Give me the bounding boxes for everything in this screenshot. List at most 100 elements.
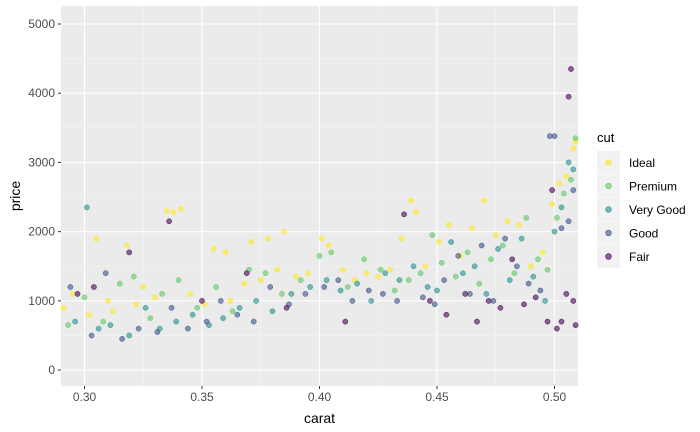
data-point-good: [67, 284, 74, 290]
data-point-good: [478, 242, 485, 249]
data-point-premium: [429, 232, 436, 238]
data-point-ideal: [481, 197, 487, 204]
data-point-very-good: [471, 263, 478, 270]
data-point-good: [380, 291, 386, 297]
data-point-premium: [316, 253, 323, 259]
legend-label-fair: Fair: [629, 250, 650, 264]
data-point-premium: [561, 190, 567, 197]
data-point-fair: [166, 218, 172, 225]
data-point-good: [441, 277, 447, 283]
data-point-premium: [511, 270, 518, 277]
legend-swatch-good: [605, 229, 612, 237]
data-point-fair: [572, 322, 579, 328]
major-gridlines: [61, 6, 578, 386]
data-point-good: [102, 270, 109, 277]
data-point-ideal: [170, 209, 177, 216]
data-point-fair: [485, 298, 492, 304]
data-point-ideal: [563, 173, 570, 180]
data-point-premium: [65, 322, 71, 328]
data-point-good: [365, 287, 372, 294]
data-point-very-good: [424, 284, 431, 290]
data-point-premium: [488, 256, 494, 263]
data-point-good: [185, 325, 191, 332]
data-point-premium: [572, 135, 579, 142]
data-point-fair: [532, 294, 539, 301]
data-point-ideal: [319, 235, 325, 242]
x-axis-ticks: 0.30 0.35 0.40 0.45 0.50: [73, 386, 567, 404]
data-point-good: [551, 133, 558, 139]
data-point-good: [565, 218, 572, 225]
x-tick-label: 0.45: [425, 390, 449, 404]
data-point-ideal: [227, 298, 234, 304]
data-point-very-good: [460, 270, 466, 277]
y-tick-label: 3000: [28, 155, 55, 169]
data-point-ideal: [281, 228, 288, 235]
data-point-very-good: [126, 332, 133, 339]
data-point-very-good: [396, 277, 403, 283]
data-point-good: [88, 332, 95, 339]
data-point-good: [302, 291, 309, 297]
data-point-very-good: [551, 228, 558, 235]
data-point-premium: [297, 277, 304, 283]
data-point-very-good: [542, 298, 548, 304]
data-point-ideal: [422, 263, 429, 270]
data-point-very-good: [410, 263, 417, 270]
data-point-fair: [243, 270, 250, 277]
data-point-ideal: [257, 277, 264, 283]
data-point-fair: [342, 318, 349, 325]
data-point-premium: [194, 304, 201, 311]
legend-swatch-very-good: [605, 206, 612, 213]
data-point-ideal: [105, 298, 111, 304]
data-point-very-good: [323, 277, 330, 283]
data-point-premium: [535, 256, 541, 263]
data-point-fair: [443, 311, 450, 318]
data-point-good: [514, 263, 520, 270]
data-point-premium: [328, 249, 335, 256]
x-tick-label: 0.50: [543, 390, 567, 404]
data-point-very-good: [382, 270, 389, 277]
data-point-good: [217, 298, 224, 304]
data-point-ideal: [264, 235, 271, 242]
data-point-ideal: [570, 145, 577, 152]
data-point-ideal: [549, 201, 555, 207]
data-point-very-good: [368, 298, 375, 304]
data-point-good: [570, 187, 577, 193]
data-point-premium: [554, 214, 560, 221]
data-point-good: [267, 284, 274, 290]
data-point-good: [119, 336, 125, 342]
data-point-fair: [568, 66, 574, 72]
data-point-very-good: [483, 291, 490, 297]
legend-swatch-fair: [605, 253, 612, 260]
data-point-good: [349, 298, 356, 304]
data-point-very-good: [189, 311, 196, 318]
data-point-very-good: [173, 318, 180, 325]
data-point-premium: [81, 294, 88, 301]
legend-swatch-ideal: [605, 159, 612, 166]
data-point-good: [467, 291, 473, 297]
y-axis-ticks: 0 1000 2000 3000 4000 5000: [28, 17, 61, 377]
data-point-very-good: [220, 315, 226, 322]
legend-title: cut: [597, 130, 615, 145]
data-point-premium: [391, 287, 398, 294]
data-point-good: [455, 253, 462, 259]
data-point-premium: [147, 315, 154, 322]
data-point-good: [537, 287, 544, 294]
data-point-fair: [199, 298, 205, 304]
data-point-good: [394, 298, 400, 304]
data-point-premium: [452, 273, 459, 280]
legend-label-very-good: Very Good: [629, 203, 686, 217]
data-point-fair: [126, 249, 133, 256]
y-tick-label: 0: [48, 363, 55, 377]
data-point-very-good: [570, 166, 577, 173]
data-point-good: [420, 294, 426, 301]
data-point-premium: [523, 214, 530, 221]
data-point-ideal: [539, 249, 546, 256]
data-point-ideal: [516, 221, 523, 228]
data-point-premium: [100, 318, 107, 325]
data-point-ideal: [528, 263, 534, 270]
data-point-good: [431, 301, 438, 308]
data-point-ideal: [398, 235, 405, 242]
data-point-premium: [159, 291, 165, 297]
data-point-very-good: [288, 291, 295, 297]
